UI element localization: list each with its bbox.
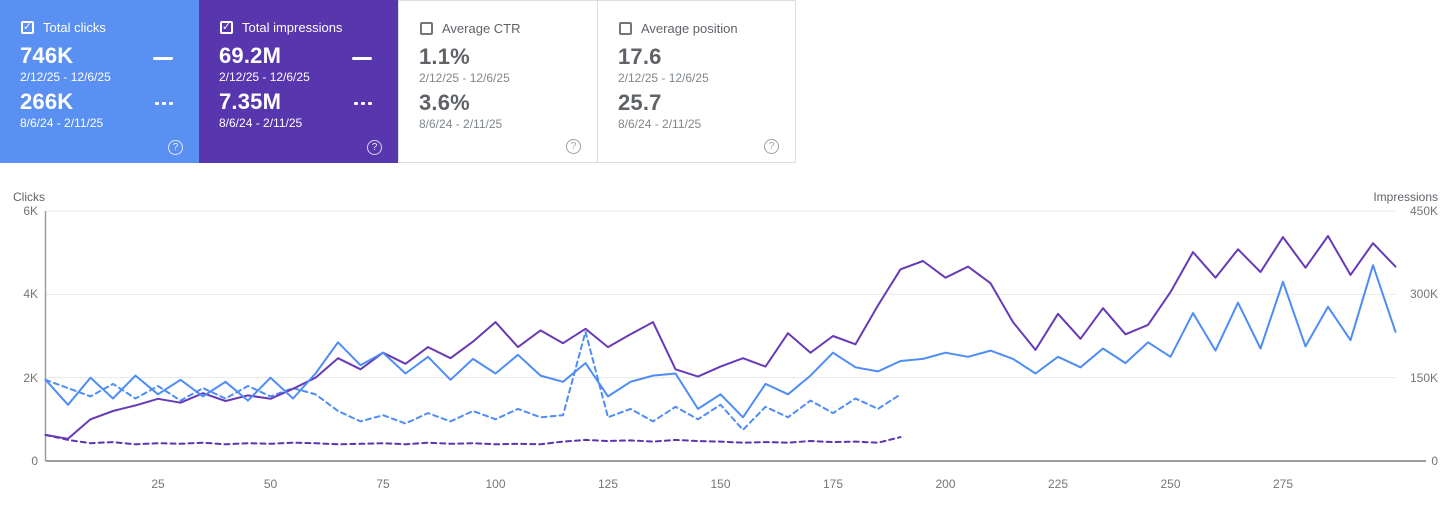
metric-range-current: 2/12/25 - 12/6/25 [419, 71, 510, 85]
ytick-label: 450K [1409, 204, 1438, 218]
check-icon: ✓ [22, 21, 33, 33]
ytick-label: 0 [1431, 454, 1438, 468]
metric-card-header: ✓ Total impressions [220, 20, 342, 35]
dashed-line-icon [155, 102, 173, 105]
ytick-label: 150K [1409, 370, 1438, 385]
x-tick-label: 50 [263, 477, 278, 491]
x-tick-label: 100 [485, 477, 506, 491]
metric-cards: ✓ Total clicks 746K 2/12/25 - 12/6/25 26… [0, 0, 796, 163]
metric-card-total-clicks[interactable]: ✓ Total clicks 746K 2/12/25 - 12/6/25 26… [0, 0, 199, 163]
metric-range-current: 2/12/25 - 12/6/25 [219, 70, 310, 84]
x-tick-label: 75 [376, 477, 390, 491]
ytick-label: 300K [1409, 287, 1438, 302]
x-tick-label: 150 [710, 477, 731, 491]
metric-card-average-ctr[interactable]: Average CTR 1.1% 2/12/25 - 12/6/25 3.6% … [398, 0, 597, 163]
metric-value-previous: 3.6% [419, 90, 470, 115]
x-tick-label: 175 [822, 477, 844, 491]
performance-chart[interactable]: Clicks Impressions 0 2K 4K 6K 0 150K 300K 450K… [0, 185, 1447, 516]
metric-value-current: 746K [20, 43, 74, 68]
metric-card-header: ✓ Total clicks [21, 20, 106, 35]
metric-card-average-position[interactable]: Average position 17.6 2/12/25 - 12/6/25 … [597, 0, 796, 163]
chart-canvas[interactable] [0, 185, 1447, 516]
right-axis-title: Impressions [1373, 190, 1438, 204]
metric-range-previous: 8/6/24 - 2/11/25 [419, 117, 503, 131]
x-tick-label: 25 [151, 477, 165, 491]
ytick-label: 2K [23, 370, 38, 385]
help-icon[interactable]: ? [566, 139, 581, 154]
x-tick-label: 275 [1272, 477, 1294, 491]
metric-label: Total impressions [242, 20, 343, 35]
check-icon: ✓ [221, 21, 232, 33]
ytick-label: 4K [23, 287, 38, 302]
series-impressions-2-12-25-12-6-25[interactable] [44, 235, 1397, 440]
metric-value-current: 1.1% [419, 44, 470, 69]
metric-card-total-impressions[interactable]: ✓ Total impressions 69.2M 2/12/25 - 12/6… [199, 0, 398, 163]
left-axis-title: Clicks [13, 190, 45, 204]
metric-value-previous: 7.35M [219, 89, 282, 114]
metric-value-current: 69.2M [219, 43, 282, 68]
checkbox-total-impressions[interactable]: ✓ [220, 21, 233, 34]
x-tick-label: 225 [1047, 477, 1069, 491]
solid-line-icon [352, 57, 372, 60]
x-tick-label: 250 [1160, 477, 1181, 491]
checkbox-average-ctr[interactable] [420, 22, 433, 35]
ytick-label: 6K [23, 204, 38, 218]
metric-range-current: 2/12/25 - 12/6/25 [20, 70, 111, 84]
checkbox-total-clicks[interactable]: ✓ [21, 21, 34, 34]
series-clicks-8-6-24-2-11-25[interactable] [44, 330, 902, 431]
series-impressions-8-6-24-2-11-25[interactable] [44, 433, 902, 446]
help-icon[interactable]: ? [168, 140, 183, 155]
metric-range-previous: 8/6/24 - 2/11/25 [20, 116, 104, 130]
metric-label: Average position [641, 21, 738, 36]
metric-label: Total clicks [43, 20, 106, 35]
metric-value-previous: 266K [20, 89, 74, 114]
ytick-label: 0 [31, 454, 38, 468]
metric-range-previous: 8/6/24 - 2/11/25 [618, 117, 702, 131]
metric-range-previous: 8/6/24 - 2/11/25 [219, 116, 303, 130]
metric-card-header: Average CTR [420, 21, 521, 36]
series-clicks-2-12-25-12-6-25[interactable] [44, 264, 1397, 419]
metric-value-current: 17.6 [618, 44, 662, 69]
metric-card-header: Average position [619, 21, 738, 36]
x-tick-label: 125 [597, 477, 619, 491]
dashed-line-icon [354, 102, 372, 105]
metric-range-current: 2/12/25 - 12/6/25 [618, 71, 709, 85]
metric-label: Average CTR [442, 21, 521, 36]
checkbox-average-position[interactable] [619, 22, 632, 35]
x-tick-label: 200 [935, 477, 956, 491]
help-icon[interactable]: ? [764, 139, 779, 154]
solid-line-icon [153, 57, 173, 60]
metric-value-previous: 25.7 [618, 90, 662, 115]
help-icon[interactable]: ? [367, 140, 382, 155]
